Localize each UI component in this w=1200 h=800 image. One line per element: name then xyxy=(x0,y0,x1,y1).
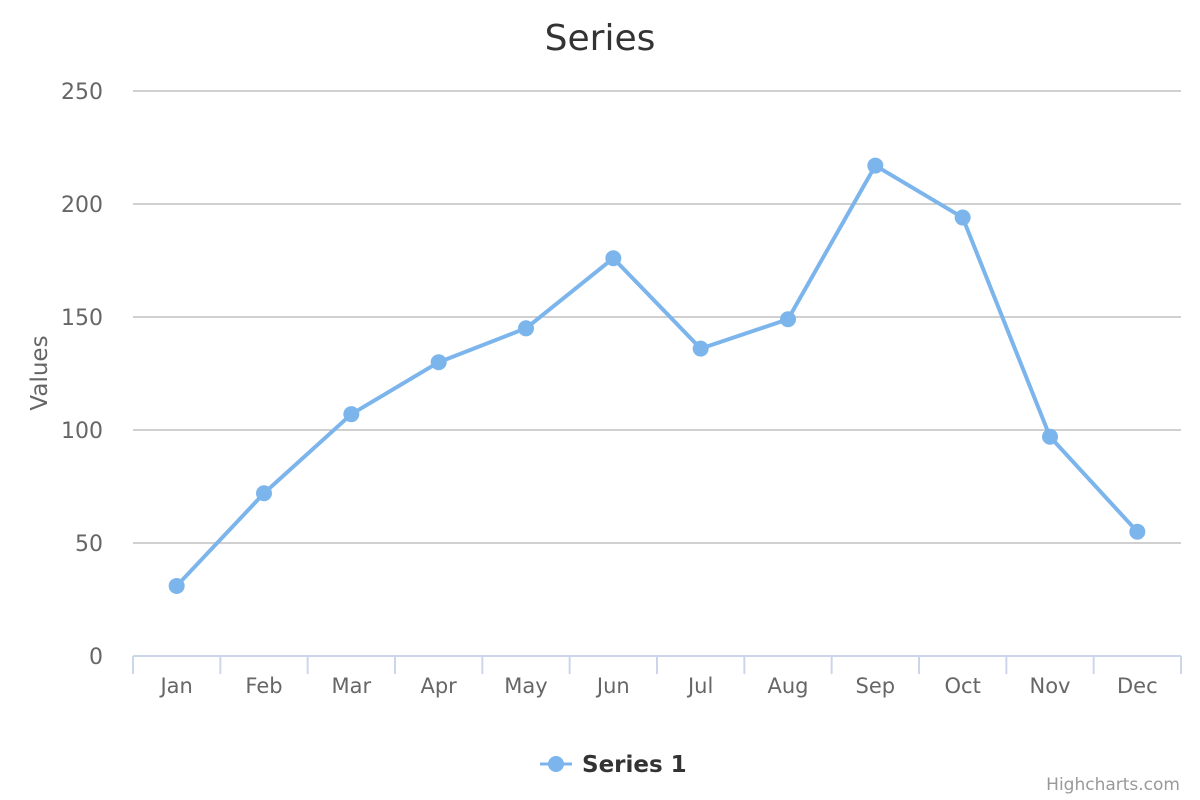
credits-link[interactable]: Highcharts.com xyxy=(1046,775,1180,795)
data-point-marker[interactable] xyxy=(1129,523,1146,540)
x-tick-label: Jul xyxy=(686,674,713,698)
x-tick-label: May xyxy=(504,674,547,698)
y-axis-title: Values xyxy=(27,335,53,410)
y-axis-tick-labels: 0 50 100 150 200 250 xyxy=(61,80,103,670)
x-tick-label: Nov xyxy=(1030,674,1071,698)
y-tick-label: 250 xyxy=(61,80,103,105)
data-point-marker[interactable] xyxy=(343,406,360,423)
y-tick-label: 150 xyxy=(61,306,103,331)
data-point-marker[interactable] xyxy=(605,250,622,267)
x-tick-label: Dec xyxy=(1117,674,1158,698)
data-point-marker[interactable] xyxy=(954,209,971,226)
x-tick-label: Jun xyxy=(595,674,630,698)
x-tick-label: Sep xyxy=(856,674,896,698)
series-line xyxy=(174,163,1140,588)
data-point-marker[interactable] xyxy=(430,354,447,371)
y-gridlines xyxy=(133,90,1181,544)
y-tick-label: 0 xyxy=(89,645,103,670)
legend[interactable]: Series 1 xyxy=(540,752,687,778)
x-tick-label: Jan xyxy=(158,674,192,698)
data-point-marker[interactable] xyxy=(867,157,884,174)
x-tick-label: Oct xyxy=(945,674,981,698)
x-tick-label: Apr xyxy=(420,674,457,698)
y-tick-label: 50 xyxy=(75,532,103,557)
x-tick-label: Feb xyxy=(245,674,282,698)
y-tick-label: 200 xyxy=(61,193,103,218)
legend-marker-symbol xyxy=(548,756,564,772)
chart-title: Series xyxy=(545,18,656,59)
data-point-marker[interactable] xyxy=(692,340,709,357)
x-tick-label: Mar xyxy=(332,674,372,698)
x-axis xyxy=(132,655,1182,674)
data-point-marker[interactable] xyxy=(256,485,272,502)
legend-item-series-1[interactable]: Series 1 xyxy=(582,752,687,778)
x-axis-tick-labels: Jan Feb Mar Apr May Jun Jul Aug Sep Oct Nov Dec xyxy=(158,674,1157,698)
data-point-marker[interactable] xyxy=(168,577,185,594)
y-tick-label: 100 xyxy=(61,419,103,444)
data-point-marker[interactable] xyxy=(780,311,796,328)
x-tick-label: Aug xyxy=(767,674,808,698)
data-point-marker[interactable] xyxy=(1042,428,1058,445)
data-point-marker[interactable] xyxy=(518,320,534,337)
series-group xyxy=(168,157,1146,594)
